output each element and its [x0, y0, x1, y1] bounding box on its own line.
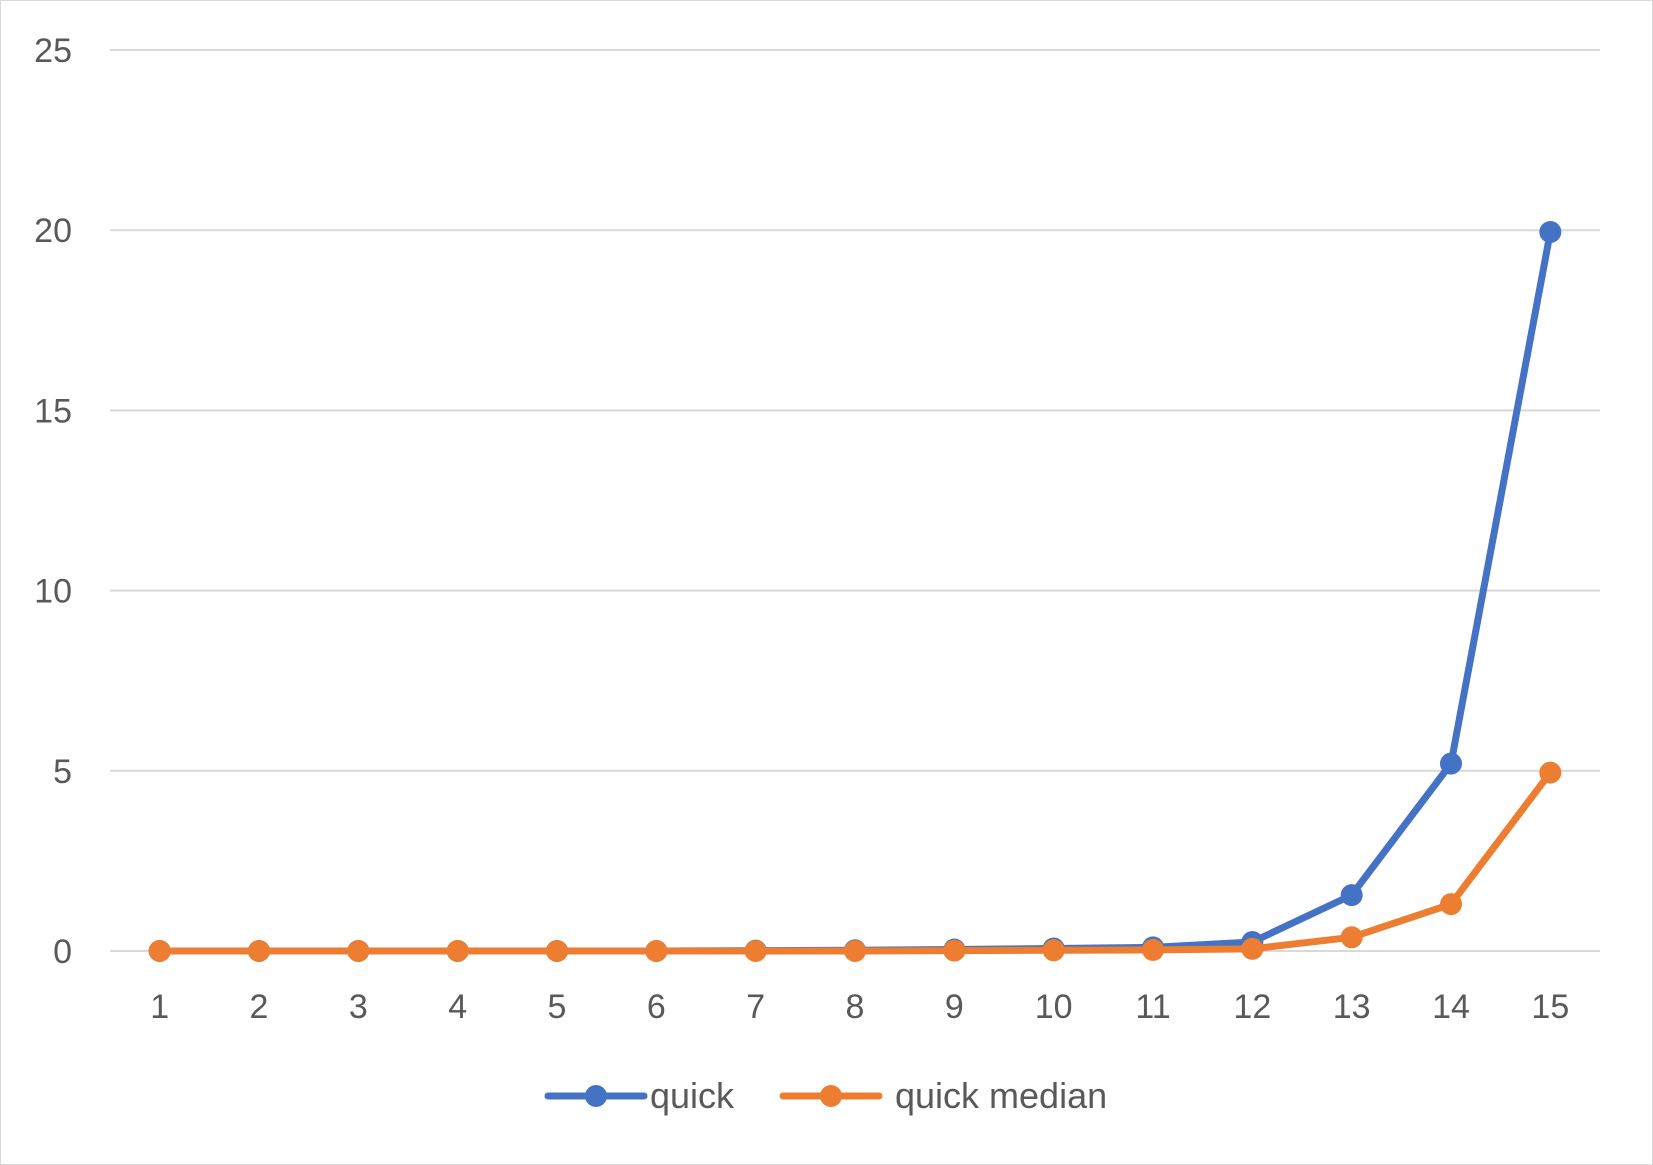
y-axis-tick-labels: 0 5 10 15 20 25 [34, 32, 72, 971]
legend-entry: quick median [779, 1075, 1107, 1116]
x-tick-label: 1 [150, 988, 169, 1026]
data-point [446, 940, 469, 962]
data-point [645, 940, 668, 962]
legend: quick quick median [544, 1075, 1107, 1116]
data-point [1340, 926, 1363, 949]
legend-marker [585, 1085, 607, 1107]
x-tick-label: 5 [548, 988, 567, 1026]
data-point [1440, 752, 1462, 775]
series-1 [148, 761, 1562, 962]
data-point [1241, 937, 1264, 960]
data-point [248, 940, 270, 962]
data-point [1142, 938, 1164, 961]
x-tick-label: 6 [647, 988, 666, 1026]
data-point [744, 940, 767, 962]
y-tick-label: 25 [34, 32, 72, 70]
x-tick-label: 11 [1135, 988, 1170, 1026]
x-tick-label: 14 [1432, 988, 1470, 1026]
data-point [1539, 221, 1562, 244]
data-point [1539, 761, 1562, 784]
data-point [347, 940, 370, 962]
legend-label: quick [650, 1075, 735, 1116]
y-tick-label: 10 [34, 573, 72, 611]
x-tick-label: 10 [1035, 988, 1073, 1026]
x-tick-label: 8 [846, 988, 865, 1026]
x-tick-label: 2 [250, 988, 269, 1026]
x-tick-label: 13 [1333, 988, 1371, 1026]
data-point [148, 940, 171, 962]
data-point [1440, 893, 1462, 916]
x-tick-label: 7 [746, 988, 765, 1026]
series-line [156, 769, 1554, 955]
gridlines [110, 49, 1600, 952]
x-tick-label: 3 [349, 988, 368, 1026]
legend-label: quick median [895, 1075, 1107, 1116]
data-point [1340, 884, 1363, 907]
legend-entry: quick [544, 1075, 735, 1116]
legend-marker [820, 1085, 842, 1107]
data-point [1042, 939, 1065, 962]
plot-area [148, 221, 1562, 962]
x-tick-label: 4 [448, 988, 467, 1026]
data-point [546, 940, 568, 962]
x-axis-tick-labels: 1 2 3 4 5 6 7 8 9 10 11 12 13 14 15 [150, 988, 1569, 1026]
x-tick-label: 15 [1531, 988, 1569, 1026]
x-tick-label: 12 [1233, 988, 1271, 1026]
y-tick-label: 15 [34, 392, 72, 430]
y-tick-label: 20 [34, 212, 72, 250]
data-point [844, 940, 866, 962]
x-tick-label: 9 [945, 988, 964, 1026]
data-point [943, 939, 966, 962]
y-tick-label: 5 [53, 753, 72, 791]
y-tick-label: 0 [53, 933, 72, 971]
